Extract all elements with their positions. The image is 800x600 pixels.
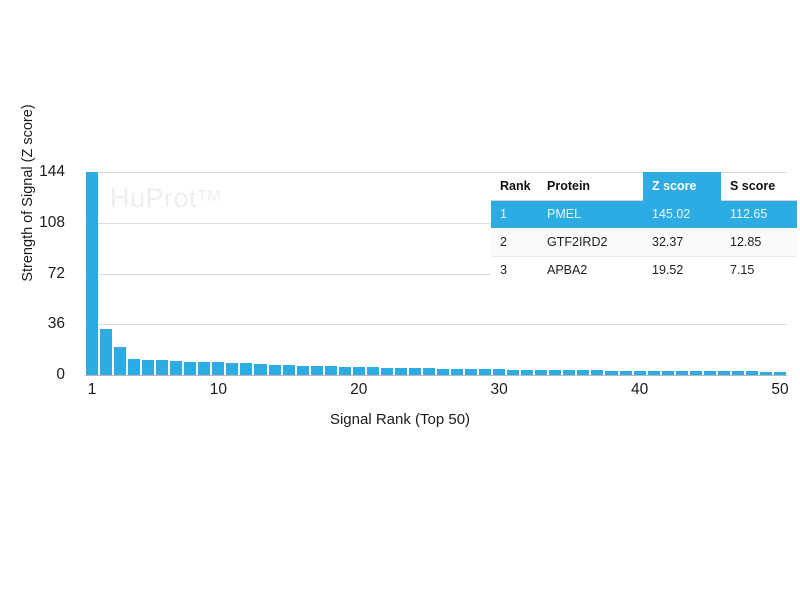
cell-rank: 1 [491,200,547,228]
cell-z-score: 19.52 [643,256,721,284]
x-tick-label-30: 30 [490,381,508,398]
x-tick-label-1: 1 [87,381,97,398]
bar-rank-14 [268,364,281,375]
bar-rank-42 [661,370,674,375]
header-rank: Rank [491,172,547,201]
cell-z-score: 32.37 [643,228,721,257]
bar-rank-41 [647,370,660,375]
bar-rank-23 [394,367,407,375]
bar-rank-15 [282,365,295,375]
bar-rank-34 [549,369,562,375]
gridline-108 [85,222,787,224]
bar-rank-32 [521,369,534,375]
y-tick-label-36: 36 [47,315,65,333]
bar-rank-18 [324,366,337,375]
bar-rank-48 [745,371,758,375]
bar-rank-13 [254,363,267,375]
plot-area: 0 36 72 108 144 [39,163,787,383]
bar-rank-8 [184,361,197,375]
bar-rank-9 [198,362,211,375]
gridline-36 [85,324,787,326]
bar-rank-28 [465,368,478,375]
table-row: 1 PMEL 145.02 112.65 [491,200,797,228]
y-tick-label-108: 108 [39,213,65,231]
bar-rank-16 [296,365,309,375]
bar-rank-37 [591,370,604,375]
bar-rank-20 [352,366,365,375]
bar-rank-25 [422,368,435,375]
cell-protein: APBA2 [547,256,643,284]
top-hits-table: Rank Protein Z score S score 1 PMEL 145.02… [491,172,797,284]
bar-rank-10 [212,362,225,375]
watermark-text: HuProt [110,183,198,213]
bar-rank-22 [380,367,393,375]
table-header-row: Rank Protein Z score S score [491,172,797,201]
bar-rank-19 [338,366,351,375]
x-tick-label-10: 10 [209,381,227,398]
bar-rank-35 [563,370,576,375]
trademark-symbol: TM [197,188,222,205]
bar-rank-2 [100,329,113,375]
bar-rank-24 [408,368,421,375]
table-body: 1 PMEL 145.02 112.65 2 GTF2IRD2 32.37 12.85 3 APB… [491,200,797,284]
cell-s-score: 7.15 [721,256,797,284]
bar-rank-38 [605,370,618,375]
bar-rank-44 [689,371,702,375]
bar-rank-1 [85,172,99,375]
x-axis-line [85,375,787,376]
table-row: 2 GTF2IRD2 32.37 12.85 [491,228,797,257]
table-header: Rank Protein Z score S score [491,172,797,201]
bar-rank-27 [451,368,464,375]
bar-rank-31 [507,369,520,375]
cell-rank: 2 [491,228,547,257]
bar-rank-36 [577,370,590,375]
bar-rank-40 [633,370,646,375]
bar-rank-4 [128,359,141,375]
gridline-72 [85,273,787,275]
header-z-score: Z score [643,172,721,201]
bar-rank-7 [170,361,183,375]
bar-rank-50 [773,371,786,375]
bar-rank-5 [142,359,155,375]
bar-rank-47 [731,371,744,375]
cell-z-score: 145.02 [643,200,721,228]
table-row: 3 APBA2 19.52 7.15 [491,256,797,284]
x-axis-title: Signal Rank (Top 50) [329,411,471,428]
bar-series [85,172,787,375]
y-tick-label-72: 72 [47,264,65,282]
gridline-144 [85,172,787,173]
bar-rank-6 [156,360,169,375]
y-tick-label-144: 144 [39,163,65,180]
bar-rank-30 [493,369,506,375]
cell-s-score: 12.85 [721,228,797,257]
x-tick-label-50: 50 [771,381,789,398]
bar-rank-11 [226,362,239,375]
bar-rank-45 [703,371,716,375]
bar-rank-33 [535,369,548,375]
bar-rank-17 [310,365,323,375]
bar-rank-26 [436,368,450,375]
bar-rank-46 [717,371,730,375]
huprot-watermark: HuProtTM [110,183,221,214]
bar-rank-21 [366,367,379,375]
header-protein: Protein [547,172,643,201]
bar-rank-49 [759,371,772,375]
x-tick-label-40: 40 [630,381,649,398]
cell-rank: 3 [491,256,547,284]
bar-rank-29 [479,369,492,375]
bar-rank-43 [675,371,688,375]
y-tick-label-0: 0 [56,366,65,383]
bar-rank-39 [619,370,632,375]
header-s-score: S score [721,172,797,201]
bar-rank-3 [114,347,127,375]
cell-s-score: 112.65 [721,200,797,228]
x-tick-label-20: 20 [350,381,368,398]
bar-rank-12 [240,363,253,375]
cell-protein: PMEL [547,200,643,228]
cell-protein: GTF2IRD2 [547,228,643,257]
